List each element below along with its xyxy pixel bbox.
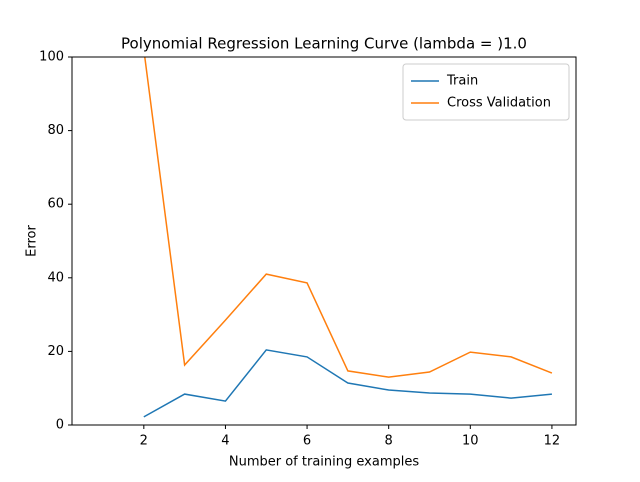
x-tick-label: 12 xyxy=(544,434,561,449)
x-tick-label: 2 xyxy=(140,434,148,449)
y-tick-label: 0 xyxy=(56,418,64,433)
series-line xyxy=(144,57,553,378)
x-axis-label: Number of training examples xyxy=(229,455,419,470)
y-tick-label: 20 xyxy=(47,344,64,359)
plot-area xyxy=(143,57,553,418)
legend-box xyxy=(402,63,570,121)
series-line xyxy=(143,349,552,418)
chart-title: Polynomial Regression Learning Curve (la… xyxy=(121,35,527,53)
y-tick-label: 60 xyxy=(47,197,64,212)
axes-frame xyxy=(71,56,577,426)
y-tick-label: 80 xyxy=(47,123,64,138)
x-tick-label: 6 xyxy=(303,434,311,449)
y-axis-label: Error xyxy=(25,225,40,257)
x-tick-label: 4 xyxy=(221,434,229,449)
x-tick-label: 10 xyxy=(462,434,479,449)
x-tick-label: 8 xyxy=(385,434,393,449)
legend-label: Cross Validation xyxy=(447,96,551,111)
y-tick-label: 40 xyxy=(47,270,64,285)
legend-label: Train xyxy=(446,74,478,89)
y-tick-label: 100 xyxy=(39,50,64,65)
